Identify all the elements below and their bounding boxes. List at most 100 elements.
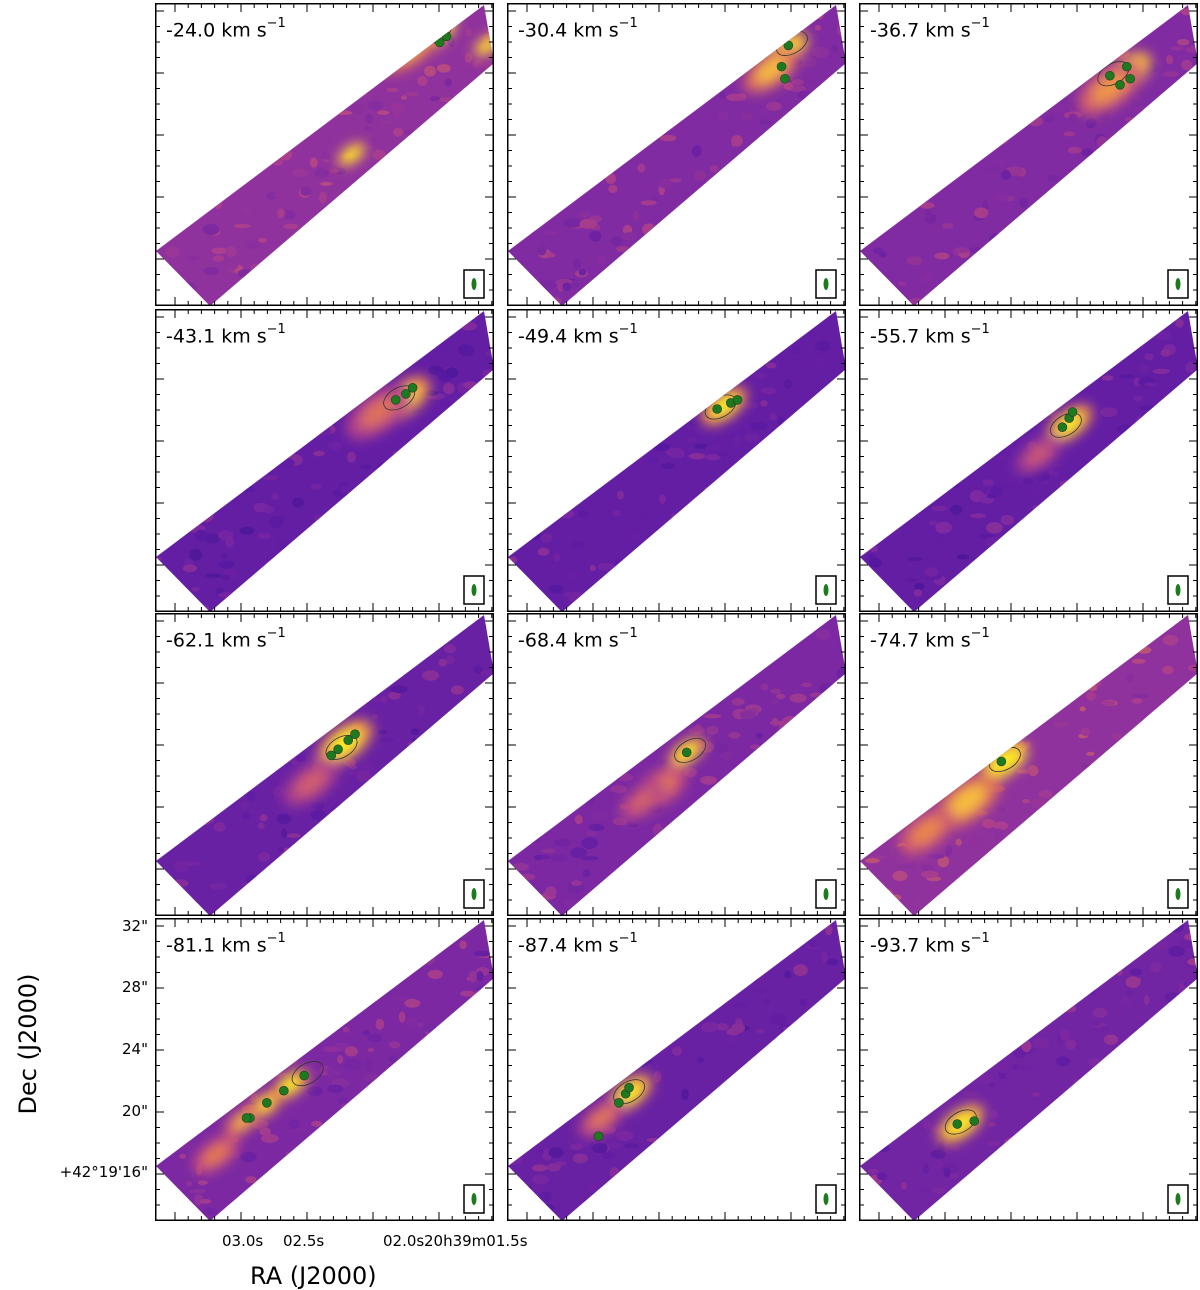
noise-blob: [1014, 5, 1033, 15]
noise-blob: [966, 300, 980, 305]
noise-blob: [477, 186, 492, 196]
noise-blob: [249, 314, 265, 322]
noise-blob: [520, 873, 536, 881]
noise-blob: [1118, 511, 1128, 518]
noise-blob: [906, 1082, 916, 1090]
noise-blob: [242, 1036, 256, 1041]
noise-blob: [354, 549, 369, 554]
noise-blob: [541, 148, 555, 157]
noise-blob: [816, 433, 832, 446]
noise-blob: [648, 722, 665, 733]
noise-blob: [615, 260, 633, 268]
noise-blob: [578, 459, 589, 464]
noise-blob: [335, 652, 344, 660]
noise-blob: [545, 144, 556, 156]
noise-blob: [1125, 851, 1134, 859]
noise-blob: [558, 51, 577, 57]
noise-blob: [464, 52, 473, 63]
noise-blob: [1126, 673, 1134, 683]
noise-blob: [799, 1121, 807, 1130]
noise-blob: [343, 691, 358, 700]
noise-blob: [794, 631, 808, 637]
noise-blob: [179, 204, 195, 216]
noise-blob: [620, 976, 636, 983]
noise-blob: [445, 743, 452, 752]
noise-blob: [479, 483, 494, 488]
noise-blob: [925, 127, 934, 139]
noise-blob: [1019, 991, 1026, 1002]
noise-blob: [327, 1065, 335, 1077]
noise-blob: [730, 680, 746, 686]
noise-blob: [656, 622, 663, 633]
emission-core: [1025, 443, 1052, 466]
noise-blob: [707, 34, 715, 40]
noise-blob: [1048, 670, 1064, 680]
noise-blob: [732, 1002, 748, 1009]
noise-blob: [476, 971, 484, 982]
noise-blob: [1015, 392, 1024, 399]
noise-blob: [1084, 170, 1093, 177]
noise-blob: [728, 1037, 739, 1044]
noise-blob: [250, 964, 262, 971]
noise-blob: [555, 1054, 565, 1064]
noise-blob: [383, 645, 393, 653]
noise-blob: [335, 687, 354, 698]
noise-blob: [581, 837, 599, 849]
noise-blob: [836, 667, 846, 680]
noise-blob: [613, 365, 623, 377]
noise-blob: [188, 86, 202, 98]
noise-blob: [920, 870, 939, 878]
noise-blob: [269, 133, 279, 139]
noise-blob: [662, 580, 678, 593]
noise-blob: [401, 43, 417, 51]
noise-blob: [171, 1104, 186, 1109]
noise-blob: [249, 314, 263, 319]
noise-blob: [1140, 1062, 1155, 1071]
noise-blob: [1128, 132, 1141, 139]
noise-blob: [434, 729, 451, 734]
noise-blob: [335, 562, 352, 569]
noise-blob: [219, 752, 235, 758]
noise-blob: [1176, 1083, 1186, 1091]
noise-blob: [922, 1163, 930, 1174]
noise-blob: [1186, 208, 1198, 219]
velocity-unit-exponent: −1: [266, 931, 286, 946]
noise-blob: [322, 262, 338, 272]
noise-blob: [594, 101, 603, 110]
noise-blob: [787, 631, 796, 642]
noise-blob: [387, 1066, 405, 1077]
noise-blob: [795, 788, 807, 794]
noise-blob: [225, 536, 234, 548]
noise-blob: [1138, 1097, 1155, 1108]
noise-blob: [1072, 1079, 1082, 1091]
noise-blob: [327, 1010, 343, 1023]
noise-blob: [672, 1046, 682, 1056]
noise-blob: [1079, 486, 1095, 497]
noise-blob: [962, 63, 972, 75]
noise-blob: [588, 823, 605, 831]
noise-blob: [1132, 639, 1149, 646]
noise-blob: [699, 775, 717, 785]
noise-blob: [165, 580, 181, 585]
noise-blob: [410, 728, 420, 736]
panel-frame: [507, 918, 846, 1221]
emission-core: [343, 147, 360, 162]
noise-blob: [742, 254, 757, 259]
noise-blob: [1112, 253, 1122, 264]
noise-blob: [387, 668, 404, 678]
noise-blob: [251, 167, 261, 175]
noise-blob: [1074, 1198, 1085, 1211]
noise-blob: [794, 291, 806, 297]
noise-blob: [688, 348, 697, 359]
noise-blob: [1086, 691, 1096, 701]
noise-blob: [1013, 44, 1022, 51]
noise-blob: [812, 229, 819, 236]
noise-blob: [598, 974, 608, 986]
noise-blob: [1053, 463, 1066, 468]
noise-blob: [589, 230, 602, 242]
noise-blob: [893, 722, 909, 728]
noise-blob: [394, 357, 403, 369]
noise-blob: [232, 1037, 250, 1045]
noise-blob: [164, 399, 177, 408]
noise-blob: [177, 87, 186, 92]
